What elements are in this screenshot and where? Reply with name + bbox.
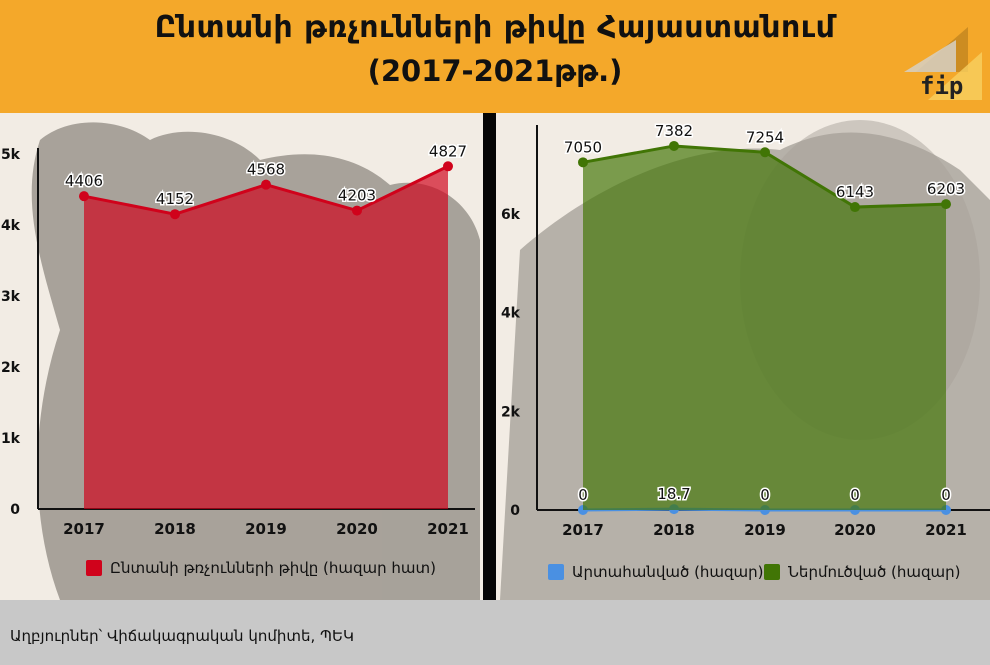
data-label: 4568 xyxy=(247,161,285,179)
y-tick-label: 0 xyxy=(10,502,20,518)
data-label-export: 0 xyxy=(578,486,588,504)
data-label-import: 7050 xyxy=(564,138,602,156)
y-tick-label: 6k xyxy=(501,207,521,223)
legend-label-export: Արտահանված (հազար) xyxy=(572,563,764,581)
data-label-export: 0 xyxy=(850,486,860,504)
y-tick-label: 5k xyxy=(1,147,21,163)
x-tick-label: 2021 xyxy=(427,520,469,538)
data-label-import: 7382 xyxy=(655,122,693,140)
x-tick-label: 2019 xyxy=(744,521,786,539)
data-point xyxy=(941,199,951,210)
data-label: 4406 xyxy=(65,172,103,190)
data-point xyxy=(578,157,588,168)
legend-poultry: Ընտանի թռչունների թիվը (հազար հատ) xyxy=(86,559,436,577)
x-tick-label: 2017 xyxy=(562,521,604,539)
x-tick-label: 2021 xyxy=(925,521,967,539)
data-point xyxy=(261,179,271,190)
legend-export: Արտահանված (հազար) xyxy=(548,563,764,581)
data-point xyxy=(760,147,770,158)
footer-bar xyxy=(0,600,990,665)
data-point xyxy=(352,205,362,216)
data-point xyxy=(443,161,453,172)
data-point xyxy=(79,191,89,202)
poultry-count-chart: 0 1k 2k 3k 4k 5k 2017 2018 2019 2020 2021 4406 4152 4… xyxy=(1,141,475,538)
y-tick-label: 2k xyxy=(501,404,521,420)
x-tick-label: 2017 xyxy=(63,520,105,538)
x-tick-label: 2018 xyxy=(653,521,695,539)
series-area xyxy=(583,145,946,510)
legend-label-import: Ներմուծված (հազար) xyxy=(788,563,961,581)
data-label: 4203 xyxy=(338,187,376,205)
data-label-import: 6143 xyxy=(836,183,874,201)
logo-text: fip xyxy=(920,72,963,100)
source-note: Աղբյուրներ՝ Վիճակագրական կոմիտե, ՊԵԿ xyxy=(10,627,354,645)
data-point xyxy=(170,209,180,220)
y-tick-label: 1k xyxy=(1,431,21,447)
y-tick-label: 4k xyxy=(1,218,21,234)
panel-divider xyxy=(483,113,496,600)
y-tick-label: 3k xyxy=(1,289,21,305)
y-tick-label: 4k xyxy=(501,306,521,322)
data-point xyxy=(850,202,860,213)
data-label-import: 6203 xyxy=(927,180,965,198)
x-tick-label: 2020 xyxy=(336,520,378,538)
data-label-export: 0 xyxy=(941,486,951,504)
legend-swatch-import xyxy=(764,564,780,580)
trade-chart: 0 2k 4k 6k 2017 2018 2019 2020 2021 7050 7382 7254 6… xyxy=(501,120,990,539)
y-tick-label: 0 xyxy=(510,503,520,519)
data-point xyxy=(669,140,679,151)
page-subtitle: (2017-2021թթ.) xyxy=(367,54,623,88)
data-label: 4827 xyxy=(429,142,467,160)
data-label: 4152 xyxy=(156,190,194,208)
series-area xyxy=(84,166,448,509)
legend-swatch-export xyxy=(548,564,564,580)
x-tick-label: 2018 xyxy=(154,520,196,538)
data-label-import: 7254 xyxy=(746,128,784,146)
legend-swatch-poultry xyxy=(86,560,102,576)
x-tick-label: 2019 xyxy=(245,520,287,538)
legend-import: Ներմուծված (հազար) xyxy=(764,563,961,581)
data-label-export: 18.7 xyxy=(657,485,690,503)
page-title: Ընտանի թռչունների թիվը Հայաստանում xyxy=(154,10,836,45)
legend-label-poultry: Ընտանի թռչունների թիվը (հազար հատ) xyxy=(110,559,436,577)
fip-logo: fip xyxy=(904,27,982,100)
data-label-export: 0 xyxy=(760,486,770,504)
header-banner xyxy=(0,0,990,113)
y-tick-label: 2k xyxy=(1,360,21,376)
x-tick-label: 2020 xyxy=(834,521,876,539)
